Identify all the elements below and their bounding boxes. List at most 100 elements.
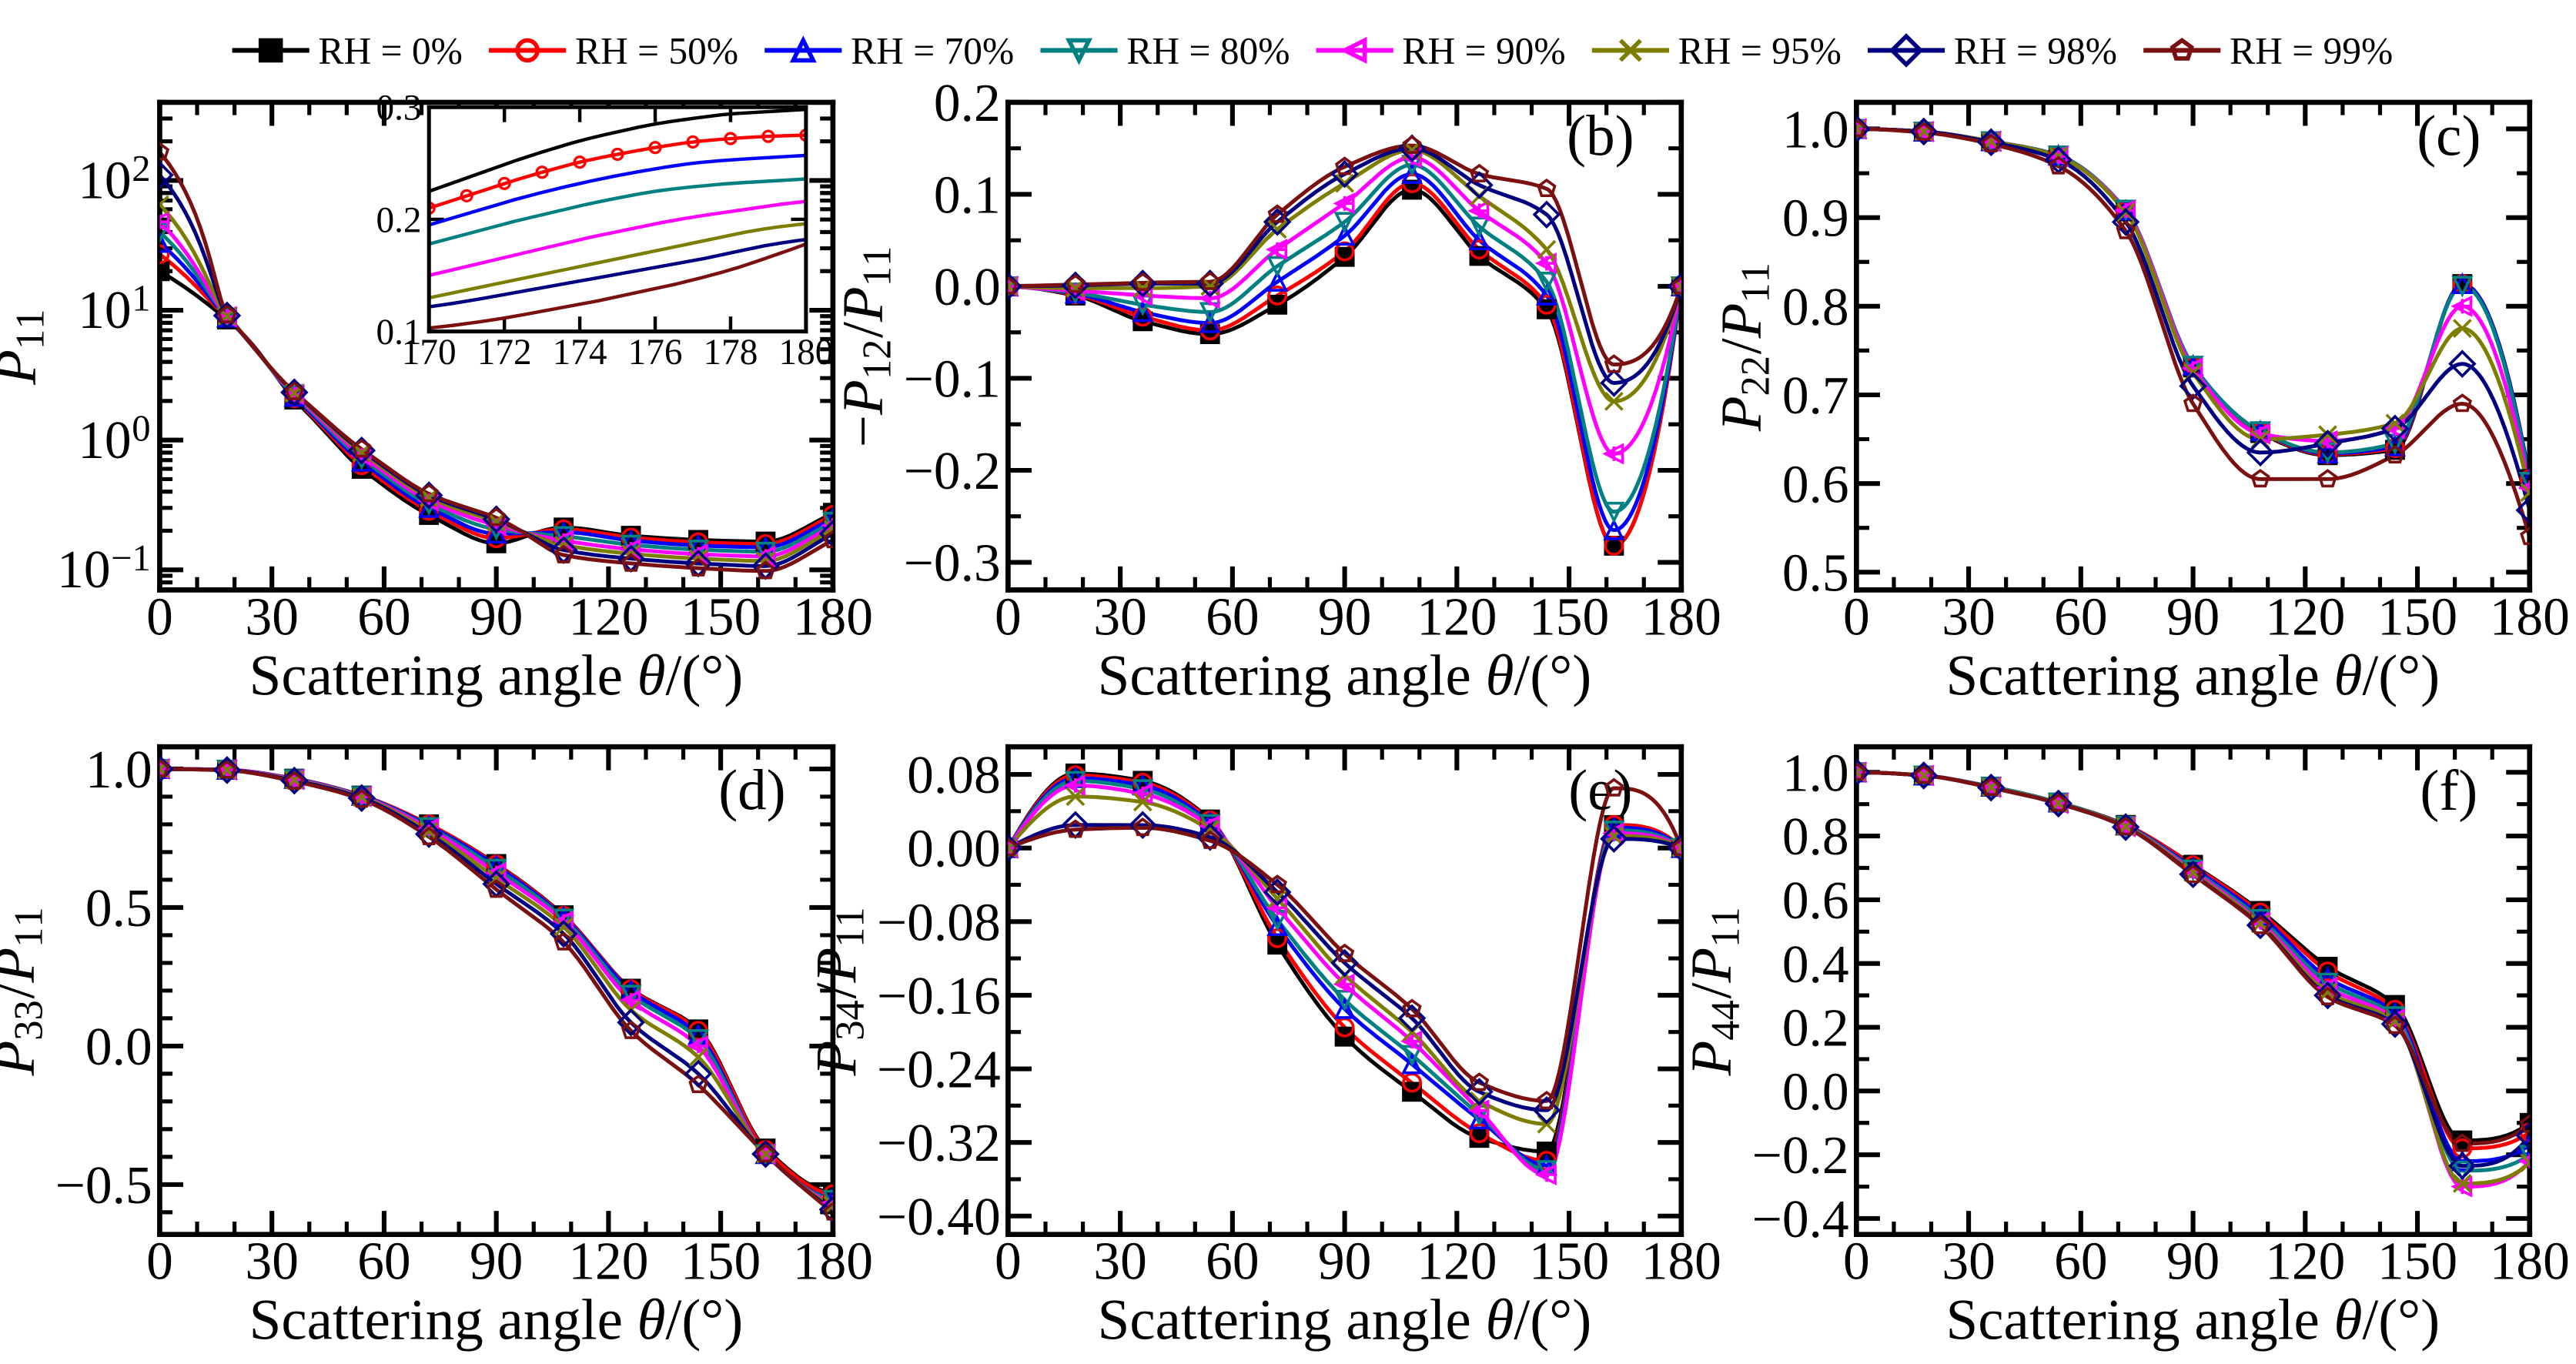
svg-text:1.0: 1.0 xyxy=(1782,101,1849,160)
svg-text:P P 3 3: P P 3 3 1 1 / xyxy=(0,898,51,1076)
svg-text:60: 60 xyxy=(357,587,410,647)
svg-text:S c a t: S c a t t e r i n g a n g l e / ( ° ) θ xyxy=(249,1289,752,1352)
svg-text:120: 120 xyxy=(2265,587,2345,647)
svg-text:180: 180 xyxy=(1641,1232,1721,1292)
svg-text:RH = 95%: RH = 95% xyxy=(1678,30,1842,72)
svg-text:174: 174 xyxy=(553,333,607,373)
svg-text:90: 90 xyxy=(2166,1232,2220,1292)
svg-text:0.8: 0.8 xyxy=(1782,807,1849,867)
svg-text:(f): (f) xyxy=(2420,759,2477,823)
svg-text:90: 90 xyxy=(2166,587,2220,647)
svg-text:90: 90 xyxy=(470,1232,523,1292)
svg-text:S c a t: S c a t t e r i n g a n g l e / ( ° ) θ xyxy=(249,644,752,707)
svg-text:0.8: 0.8 xyxy=(1782,278,1849,337)
svg-text:0: 0 xyxy=(995,587,1022,647)
svg-text:180: 180 xyxy=(778,333,833,373)
svg-text:S c a t: S c a t t e r i n g a n g l e / ( ° ) θ xyxy=(1098,644,1601,707)
svg-text:0.0: 0.0 xyxy=(934,258,1001,317)
svg-text:120: 120 xyxy=(568,587,648,647)
svg-text:0.6: 0.6 xyxy=(1782,455,1849,514)
svg-text:0.1: 0.1 xyxy=(934,166,1001,226)
svg-text:180: 180 xyxy=(793,1232,873,1292)
svg-text:1.0: 1.0 xyxy=(85,741,152,800)
svg-text:0.1: 0.1 xyxy=(376,313,421,353)
svg-text:−0.32: −0.32 xyxy=(877,1114,1001,1173)
svg-text:RH = 98%: RH = 98% xyxy=(1954,30,2117,72)
svg-text:0.7: 0.7 xyxy=(1782,366,1849,426)
svg-text:−0.5: −0.5 xyxy=(55,1156,152,1215)
svg-text:0.00: 0.00 xyxy=(907,820,1001,879)
svg-text:180: 180 xyxy=(2490,1232,2570,1292)
svg-text:RH = 0%: RH = 0% xyxy=(319,30,463,72)
svg-text:(c): (c) xyxy=(2417,105,2481,169)
svg-text:120: 120 xyxy=(2265,1232,2345,1292)
svg-text:150: 150 xyxy=(681,1232,761,1292)
svg-text:60: 60 xyxy=(357,1232,410,1292)
svg-text:150: 150 xyxy=(681,587,761,647)
svg-text:1 0 0: 1 0 0 xyxy=(78,408,150,470)
svg-text:RH = 50%: RH = 50% xyxy=(575,30,738,72)
svg-text:−0.40: −0.40 xyxy=(877,1188,1001,1247)
svg-text:0.2: 0.2 xyxy=(376,200,421,240)
svg-text:−0.3: −0.3 xyxy=(904,534,1001,593)
svg-text:0.3: 0.3 xyxy=(376,89,421,129)
svg-text:1 0 1: 1 0 1 xyxy=(78,278,150,340)
svg-text:(d): (d) xyxy=(718,759,785,823)
svg-text:180: 180 xyxy=(1641,587,1721,647)
svg-text:30: 30 xyxy=(1942,587,1995,647)
svg-text:90: 90 xyxy=(470,587,523,647)
svg-text:60: 60 xyxy=(2054,1232,2107,1292)
svg-text:S c a t: S c a t t e r i n g a n g l e / ( ° ) θ xyxy=(1098,1289,1601,1352)
svg-text:0.2: 0.2 xyxy=(934,74,1001,133)
svg-text:30: 30 xyxy=(1093,1232,1146,1292)
svg-text:30: 30 xyxy=(1942,1232,1995,1292)
svg-text:0: 0 xyxy=(146,1232,173,1292)
svg-text:RH = 90%: RH = 90% xyxy=(1403,30,1566,72)
svg-text:0: 0 xyxy=(146,587,173,647)
svg-text:0.5: 0.5 xyxy=(1782,543,1849,603)
svg-text:S c a t: S c a t t e r i n g a n g l e / ( ° ) θ xyxy=(1946,644,2449,707)
svg-text:30: 30 xyxy=(245,587,298,647)
svg-text:0.6: 0.6 xyxy=(1782,871,1849,931)
svg-text:30: 30 xyxy=(1093,587,1146,647)
svg-text:150: 150 xyxy=(1529,1232,1609,1292)
svg-text:−0.1: −0.1 xyxy=(904,350,1001,410)
svg-text:178: 178 xyxy=(704,333,758,373)
svg-text:150: 150 xyxy=(1529,587,1609,647)
svg-text:0.08: 0.08 xyxy=(907,746,1001,805)
svg-text:RH = 70%: RH = 70% xyxy=(851,30,1014,72)
svg-text:176: 176 xyxy=(628,333,683,373)
svg-text:P 1 1: P 1 1 xyxy=(0,309,52,386)
svg-text:−0.4: −0.4 xyxy=(1752,1190,1849,1249)
svg-text:0.0: 0.0 xyxy=(85,1018,152,1077)
svg-text:0.4: 0.4 xyxy=(1782,935,1849,995)
svg-text:−0.2: −0.2 xyxy=(904,442,1001,501)
svg-text:60: 60 xyxy=(2054,587,2107,647)
svg-text:(b): (b) xyxy=(1567,105,1634,169)
svg-text:0.9: 0.9 xyxy=(1782,189,1849,249)
svg-text:0.5: 0.5 xyxy=(85,879,152,938)
svg-text:120: 120 xyxy=(1417,587,1497,647)
svg-text:30: 30 xyxy=(245,1232,298,1292)
svg-text:60: 60 xyxy=(1206,587,1259,647)
svg-text:RH = 99%: RH = 99% xyxy=(2230,30,2393,72)
svg-text:(e): (e) xyxy=(1568,759,1632,823)
svg-text:90: 90 xyxy=(1318,587,1371,647)
svg-text:RH = 80%: RH = 80% xyxy=(1126,30,1290,72)
svg-text:−0.16: −0.16 xyxy=(877,967,1001,1026)
svg-text:90: 90 xyxy=(1318,1232,1371,1292)
svg-text:−0.24: −0.24 xyxy=(877,1041,1001,1100)
svg-text:1 0 2: 1 0 2 xyxy=(78,148,150,210)
svg-text:150: 150 xyxy=(2377,1232,2457,1292)
svg-text:180: 180 xyxy=(793,587,873,647)
svg-text:172: 172 xyxy=(477,333,532,373)
svg-text:0.0: 0.0 xyxy=(1782,1062,1849,1122)
svg-text:1.0: 1.0 xyxy=(1782,744,1849,803)
svg-text:150: 150 xyxy=(2377,587,2457,647)
svg-text:180: 180 xyxy=(2490,587,2570,647)
svg-text:120: 120 xyxy=(1417,1232,1497,1292)
svg-text:S c a t: S c a t t e r i n g a n g l e / ( ° ) θ xyxy=(1946,1289,2449,1352)
svg-text:60: 60 xyxy=(1206,1232,1259,1292)
svg-text:120: 120 xyxy=(568,1232,648,1292)
svg-text:−0.08: −0.08 xyxy=(877,893,1001,952)
